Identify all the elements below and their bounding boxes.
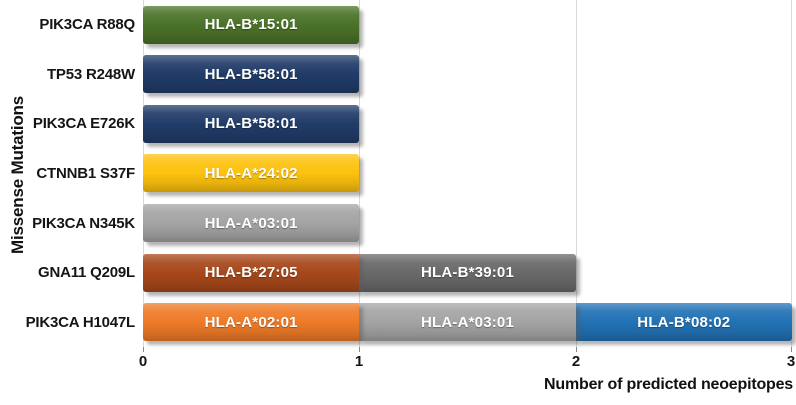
segment-label: HLA-B*39:01 [420,264,515,282]
category-label: CTNNB1 S37F [36,164,135,182]
segment-label: HLA-A*03:01 [420,313,515,331]
x-tick-label: 0 [138,353,148,370]
bar-segment: HLA-B*15:01 [143,5,360,44]
bar-segment: HLA-B*27:05 [143,253,360,292]
bar-group: HLA-A*03:01 [143,204,360,243]
x-tick-label: 2 [571,353,581,370]
x-tick-label: 3 [786,353,796,370]
gridline-2 [576,0,577,347]
category-label: PIK3CA E726K [32,115,135,133]
chart-row: PIK3CA E726K HLA-B*58:01 [0,99,796,149]
bar-group: HLA-B*58:01 [143,104,360,143]
bar-group: HLA-B*15:01 [143,5,360,44]
x-tickmark [791,347,792,352]
segment-label: HLA-B*27:05 [204,264,298,282]
bar-group: HLA-B*58:01 [143,55,360,94]
segment-label: HLA-A*24:02 [204,164,298,182]
x-tickmark [143,347,144,352]
bar-segment: HLA-B*58:01 [143,104,360,143]
segment-label: HLA-B*58:01 [204,115,298,133]
bar-segment: HLA-A*24:02 [143,154,360,193]
x-tickmark [576,347,577,352]
chart-row: PIK3CA H1047L HLA-A*02:01 HLA-A*03:01 HL… [0,297,796,347]
chart-row: GNA11 Q209L HLA-B*27:05 HLA-B*39:01 [0,248,796,298]
category-label: GNA11 Q209L [37,264,135,282]
gridline-1 [359,0,360,347]
x-axis-title: Number of predicted neoepitopes [544,376,793,393]
bar-segment: HLA-A*02:01 [143,303,360,342]
category-label: TP53 R248W [46,65,135,83]
category-label: PIK3CA N345K [32,214,135,232]
segment-label: HLA-B*58:01 [204,65,298,83]
chart-row: PIK3CA R88Q HLA-B*15:01 [0,0,796,50]
bar-group: HLA-A*02:01 HLA-A*03:01 HLA-B*08:02 [143,303,793,342]
segment-label: HLA-A*02:01 [204,313,298,331]
segment-label: HLA-B*08:02 [637,313,731,331]
x-tick-label: 1 [354,353,364,370]
bar-group: HLA-A*24:02 [143,154,360,193]
bar-segment: HLA-B*58:01 [143,55,360,94]
category-label: PIK3CA H1047L [25,313,136,331]
chart-row: TP53 R248W HLA-B*58:01 [0,50,796,100]
x-axis: 0 1 2 3 [0,347,796,373]
y-axis-title: Missense Mutations [8,96,27,254]
chart-row: CTNNB1 S37F HLA-A*24:02 [0,149,796,199]
chart-rows: PIK3CA R88Q HLA-B*15:01 TP53 R248W HLA-B… [0,0,796,347]
segment-label: HLA-A*03:01 [204,214,298,232]
bar-segment: HLA-A*03:01 [359,303,576,342]
segment-label: HLA-B*15:01 [204,16,298,34]
gridline-3 [791,0,792,347]
chart-row: PIK3CA N345K HLA-A*03:01 [0,198,796,248]
category-label: PIK3CA R88Q [39,16,135,34]
bar-group: HLA-B*27:05 HLA-B*39:01 [143,253,576,292]
bar-segment: HLA-B*08:02 [575,303,793,342]
x-tickmark [359,347,360,352]
bar-segment: HLA-A*03:01 [143,204,360,243]
bar-segment: HLA-B*39:01 [359,253,576,292]
